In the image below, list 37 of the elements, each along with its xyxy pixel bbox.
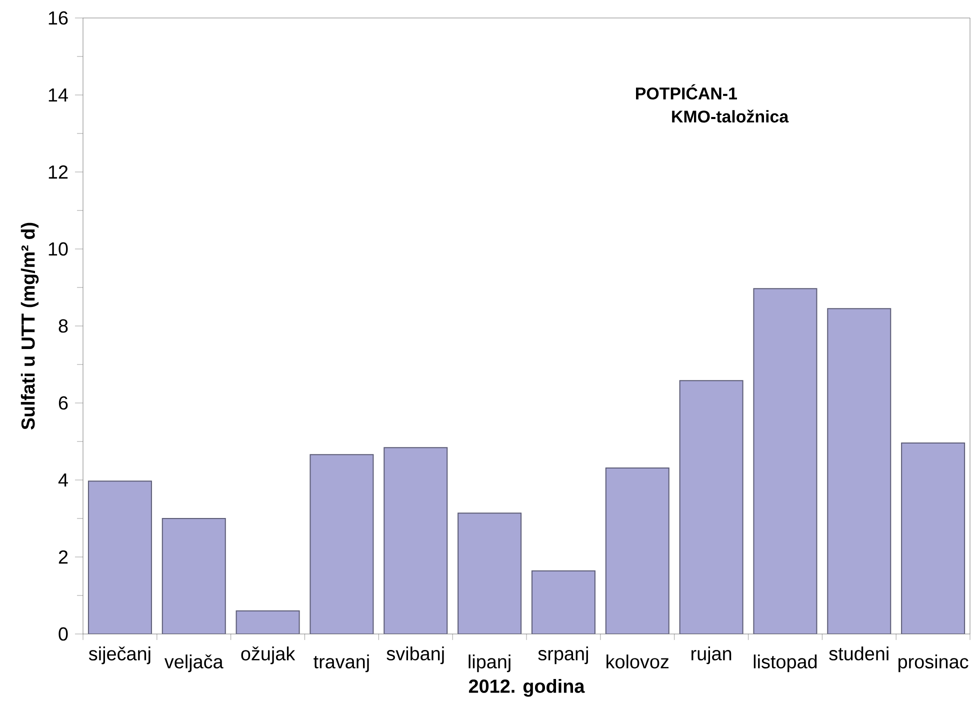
x-tick-label: srpanj xyxy=(538,646,588,664)
bar xyxy=(606,468,669,634)
y-tick-label: 0 xyxy=(58,627,68,641)
y-tick-label: 4 xyxy=(58,473,68,486)
bar xyxy=(310,454,374,634)
x-axis-title: 2012. godina xyxy=(468,679,585,697)
bar xyxy=(532,570,595,634)
bar xyxy=(384,448,448,634)
x-tick-label: ožujak xyxy=(241,646,296,664)
x-tick-label: svibanj xyxy=(386,646,444,664)
x-tick-label: veljača xyxy=(164,654,224,672)
y-tick-label: 10 xyxy=(48,242,68,256)
y-tick-label: 6 xyxy=(58,396,68,410)
y-tick-label: 16 xyxy=(48,11,68,25)
bar xyxy=(754,288,817,634)
x-tick-label: studeni xyxy=(829,646,888,660)
text: POTPIĆAN-1 xyxy=(636,84,737,100)
y-tick-label: 14 xyxy=(48,88,68,102)
x-tick-label: rujan xyxy=(692,646,732,664)
x-tick-label: kolovoz xyxy=(606,654,669,668)
bar xyxy=(162,518,226,634)
bar xyxy=(88,481,152,634)
text: KMO-taložnica xyxy=(672,110,789,123)
bar xyxy=(680,380,743,634)
x-tick-label: listopad xyxy=(754,654,817,672)
x-tick-label: travanj xyxy=(314,654,369,672)
x-tick-label: prosinac xyxy=(898,654,968,672)
x-tick-label: siječanj xyxy=(88,646,150,664)
bar xyxy=(458,513,522,634)
bar xyxy=(901,442,966,634)
y-tick-label: 12 xyxy=(48,165,68,179)
y-axis-title: Sulfati u UTT (mg/m² d) xyxy=(20,222,39,430)
x-tick-label: lipanj xyxy=(468,654,510,672)
y-tick-label: 2 xyxy=(58,550,68,564)
y-tick-label: 8 xyxy=(58,319,68,333)
bar xyxy=(828,308,891,634)
bar xyxy=(236,610,300,634)
